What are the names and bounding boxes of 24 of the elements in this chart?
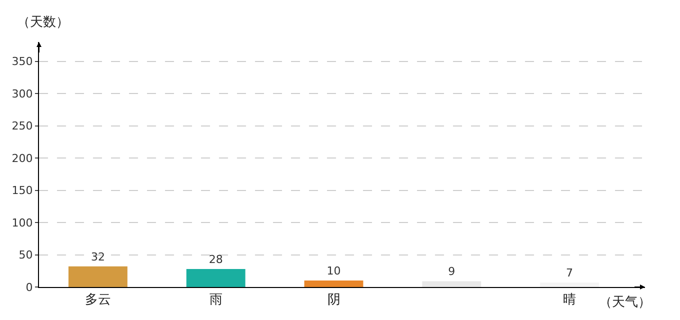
x-tick-label: 阴 xyxy=(327,292,340,308)
x-tick-label: 雨 xyxy=(209,292,222,308)
data-label: 9 xyxy=(448,265,456,278)
data-label: 32 xyxy=(90,250,105,264)
bar xyxy=(540,282,600,287)
x-tick-label: 多云 xyxy=(84,292,111,308)
x-axis-title: （天气） xyxy=(599,295,651,310)
y-tick-label: 350 xyxy=(12,55,33,68)
y-tick-label: 300 xyxy=(12,87,33,100)
y-tick-label: 250 xyxy=(12,120,33,133)
y-tick-label: 100 xyxy=(12,216,33,230)
bar xyxy=(304,280,364,287)
data-label: 28 xyxy=(208,252,223,266)
y-axis-title: （天数） xyxy=(17,15,69,30)
y-tick-label: 150 xyxy=(12,184,33,198)
data-label: 10 xyxy=(326,264,341,278)
y-tick-label: 0 xyxy=(26,280,33,294)
bar xyxy=(68,266,128,287)
y-tick-label: 50 xyxy=(18,248,33,262)
x-tick-label: 晴 xyxy=(563,292,576,308)
data-label: 7 xyxy=(566,266,574,280)
bar xyxy=(422,281,482,287)
y-tick-label: 200 xyxy=(12,152,33,165)
bar xyxy=(186,268,246,287)
